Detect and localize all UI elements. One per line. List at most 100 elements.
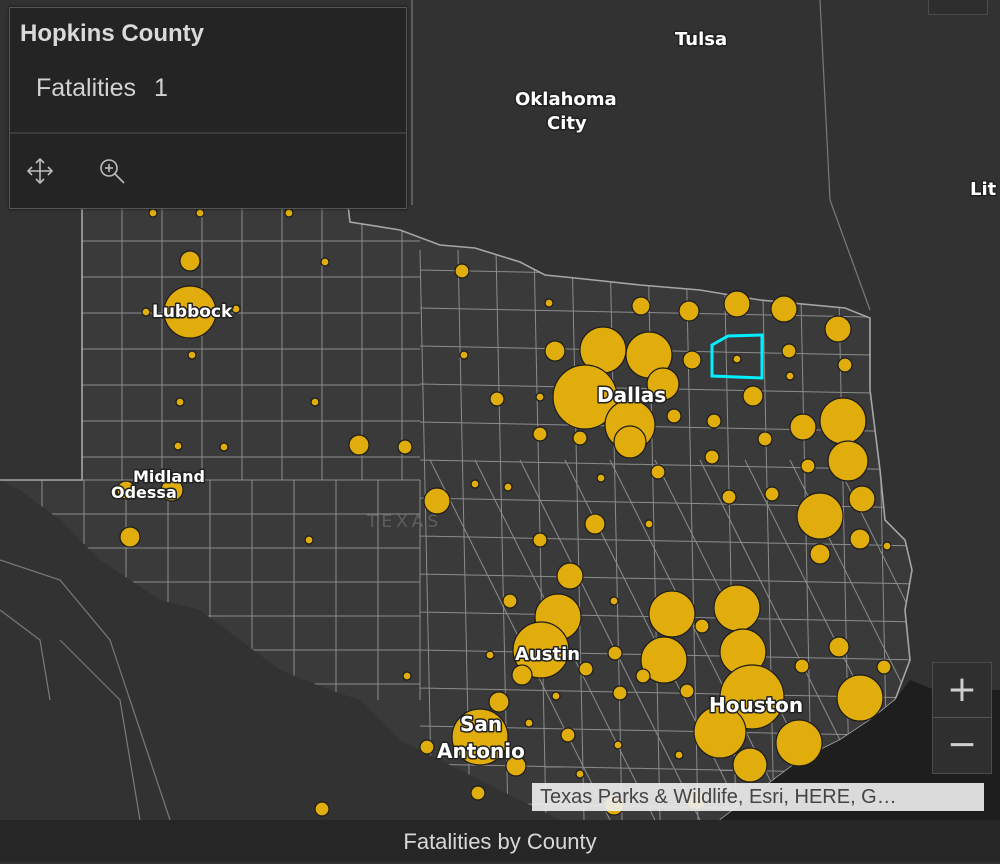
fatality-bubble[interactable] xyxy=(757,431,773,447)
fatality-bubble[interactable] xyxy=(723,290,751,318)
fatality-bubble[interactable] xyxy=(163,285,217,339)
fatality-bubble[interactable] xyxy=(179,250,201,272)
fatality-bubble[interactable] xyxy=(644,519,654,529)
fatality-bubble[interactable] xyxy=(314,801,330,817)
fatality-bubble[interactable] xyxy=(836,674,884,722)
fatality-bubble[interactable] xyxy=(742,385,764,407)
fatality-bubble[interactable] xyxy=(849,528,871,550)
fatality-bubble[interactable] xyxy=(175,397,185,407)
fatality-bubble[interactable] xyxy=(485,650,495,660)
fatality-bubble[interactable] xyxy=(819,397,867,445)
fatality-bubble[interactable] xyxy=(613,425,647,459)
fatality-bubble[interactable] xyxy=(674,750,684,760)
fatality-bubble[interactable] xyxy=(572,430,588,446)
fatality-bubble[interactable] xyxy=(876,659,892,675)
fatality-bubble[interactable] xyxy=(612,685,628,701)
fatality-bubble[interactable] xyxy=(320,257,330,267)
fatality-bubble[interactable] xyxy=(635,668,651,684)
fatality-bubble[interactable] xyxy=(532,532,548,548)
fatality-bubble[interactable] xyxy=(304,535,314,545)
fatality-bubble[interactable] xyxy=(584,513,606,535)
pan-icon[interactable] xyxy=(25,156,55,186)
fatality-bubble[interactable] xyxy=(552,364,618,430)
fatality-bubble[interactable] xyxy=(785,371,795,381)
fatality-bubble[interactable] xyxy=(732,354,742,364)
map-attribution[interactable]: Texas Parks & Wildlife, Esri, HERE, G… xyxy=(532,783,984,811)
fatality-bubble[interactable] xyxy=(419,739,435,755)
fatality-bubble[interactable] xyxy=(502,593,518,609)
fatality-bubble[interactable] xyxy=(141,307,151,317)
fatality-bubble[interactable] xyxy=(809,543,831,565)
fatality-bubble[interactable] xyxy=(837,357,853,373)
fatality-bubble[interactable] xyxy=(148,208,158,218)
fatality-bubble[interactable] xyxy=(575,769,585,779)
fatality-bubble[interactable] xyxy=(454,263,470,279)
fatality-bubble[interactable] xyxy=(551,691,561,701)
fatality-bubble[interactable] xyxy=(284,208,294,218)
fatality-bubble[interactable] xyxy=(732,747,768,783)
fatality-bubble[interactable] xyxy=(160,478,184,502)
fatality-bubble[interactable] xyxy=(488,691,510,713)
fatality-bubble[interactable] xyxy=(882,541,892,551)
fatality-bubble[interactable] xyxy=(796,492,844,540)
fatality-bubble[interactable] xyxy=(544,340,566,362)
fatality-bubble[interactable] xyxy=(694,618,710,634)
fatality-bubble[interactable] xyxy=(666,408,682,424)
fatality-bubble[interactable] xyxy=(402,671,412,681)
fatality-bubble[interactable] xyxy=(503,482,513,492)
fatality-bubble[interactable] xyxy=(187,350,197,360)
fatality-bubble[interactable] xyxy=(556,562,584,590)
fatality-bubble[interactable] xyxy=(609,596,619,606)
fatality-bubble[interactable] xyxy=(693,705,747,759)
fatality-bubble[interactable] xyxy=(640,636,688,684)
fatality-bubble[interactable] xyxy=(713,584,761,632)
fatality-bubble[interactable] xyxy=(524,718,534,728)
fatality-bubble[interactable] xyxy=(828,636,850,658)
fatality-bubble[interactable] xyxy=(607,645,623,661)
fatality-bubble[interactable] xyxy=(827,440,869,482)
fatality-bubble[interactable] xyxy=(824,315,852,343)
zoom-to-icon[interactable] xyxy=(97,156,127,186)
fatality-bubble[interactable] xyxy=(706,413,722,429)
fatality-bubble[interactable] xyxy=(397,439,413,455)
fatality-bubble[interactable] xyxy=(764,486,780,502)
fatality-bubble[interactable] xyxy=(544,298,554,308)
fatality-bubble[interactable] xyxy=(532,426,548,442)
fatality-bubble[interactable] xyxy=(578,661,594,677)
fatality-bubble[interactable] xyxy=(116,480,136,500)
fatality-bubble[interactable] xyxy=(704,449,720,465)
fatality-bubble[interactable] xyxy=(459,350,469,360)
fatality-bubble[interactable] xyxy=(560,727,576,743)
fatality-bubble[interactable] xyxy=(770,295,798,323)
fatality-bubble[interactable] xyxy=(470,785,486,801)
fatality-bubble[interactable] xyxy=(613,740,623,750)
fatality-bubble[interactable] xyxy=(781,343,797,359)
fatality-bubble[interactable] xyxy=(646,367,680,401)
fatality-bubble[interactable] xyxy=(631,296,651,316)
fatality-bubble[interactable] xyxy=(596,473,606,483)
fatality-bubble[interactable] xyxy=(794,658,810,674)
fatality-bubble[interactable] xyxy=(512,621,570,679)
fatality-bubble[interactable] xyxy=(310,397,320,407)
fatality-bubble[interactable] xyxy=(489,391,505,407)
fatality-bubble[interactable] xyxy=(119,526,141,548)
zoom-out-button[interactable]: − xyxy=(946,724,978,765)
fatality-bubble[interactable] xyxy=(648,590,696,638)
fatality-bubble[interactable] xyxy=(789,413,817,441)
fatality-bubble[interactable] xyxy=(505,755,527,777)
fatality-bubble[interactable] xyxy=(348,434,370,456)
top-right-widget[interactable] xyxy=(928,0,988,15)
fatality-bubble[interactable] xyxy=(682,350,702,370)
zoom-in-button[interactable]: + xyxy=(933,663,991,718)
fatality-bubble[interactable] xyxy=(721,489,737,505)
fatality-bubble[interactable] xyxy=(219,442,229,452)
fatality-bubble[interactable] xyxy=(848,485,876,513)
fatality-bubble[interactable] xyxy=(800,458,816,474)
fatality-bubble[interactable] xyxy=(173,441,183,451)
fatality-bubble[interactable] xyxy=(679,683,695,699)
fatality-bubble[interactable] xyxy=(535,392,545,402)
fatality-bubble[interactable] xyxy=(470,479,480,489)
fatality-bubble[interactable] xyxy=(511,664,533,686)
fatality-bubble[interactable] xyxy=(775,719,823,767)
fatality-bubble[interactable] xyxy=(423,487,451,515)
